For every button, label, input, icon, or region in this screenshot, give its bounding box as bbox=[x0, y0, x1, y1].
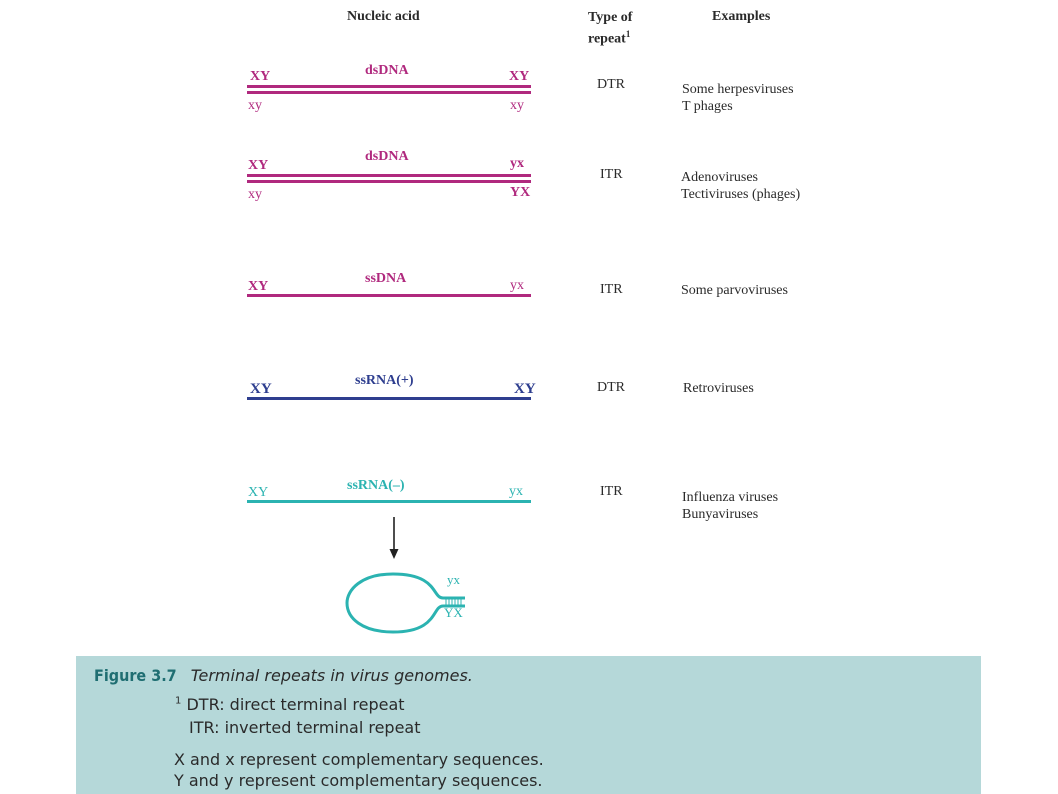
row1-example-2: T phages bbox=[682, 99, 733, 114]
row3-example-1: Some parvoviruses bbox=[681, 283, 788, 298]
row2-name: dsDNA bbox=[365, 149, 409, 164]
row2-strand-top bbox=[247, 174, 531, 177]
panhandle-base-pairs bbox=[445, 598, 462, 606]
panhandle-diagram bbox=[345, 517, 465, 634]
row3-examples: Some parvoviruses bbox=[681, 282, 788, 299]
row4-type: DTR bbox=[597, 380, 625, 395]
panhandle-label-top: yx bbox=[447, 572, 460, 587]
caption-note-itr: ITR: inverted terminal repeat bbox=[189, 718, 421, 737]
panhandle-loop bbox=[345, 572, 465, 634]
row4-top-left-label: XY bbox=[250, 381, 272, 397]
row1-top-right-label: XY bbox=[509, 69, 530, 84]
row2-strand-bottom bbox=[247, 180, 531, 183]
row5-name: ssRNA(–) bbox=[347, 478, 405, 493]
row3-type: ITR bbox=[600, 282, 623, 297]
header-type-line1: Type of bbox=[588, 10, 633, 25]
figure-number: Figure 3.7 bbox=[94, 666, 177, 685]
row2-bottom-right-label: YX bbox=[510, 185, 531, 200]
row1-name: dsDNA bbox=[365, 63, 409, 78]
row2-type: ITR bbox=[600, 167, 623, 182]
row1-examples: Some herpesviruses T phages bbox=[682, 81, 794, 115]
header-type-line2: repeat1 bbox=[588, 29, 631, 47]
caption-footnote-mark: 1 bbox=[175, 695, 182, 707]
row1-example-1: Some herpesviruses bbox=[682, 82, 794, 97]
row1-bottom-left-label: xy bbox=[248, 98, 262, 113]
row1-strand-top bbox=[247, 85, 531, 88]
row5-type: ITR bbox=[600, 484, 623, 499]
row5-example-2: Bunyaviruses bbox=[682, 507, 759, 522]
row3-top-left-label: XY bbox=[248, 279, 269, 294]
caption-note-dtr: 1 DTR: direct terminal repeat bbox=[175, 695, 405, 714]
down-arrow-icon bbox=[389, 517, 399, 559]
row4-examples: Retroviruses bbox=[683, 380, 754, 397]
row1-bottom-right-label: xy bbox=[510, 98, 524, 113]
row5-top-left-label: XY bbox=[248, 485, 269, 500]
row2-top-left-label: XY bbox=[248, 158, 269, 173]
header-type-of-repeat: Type of repeat1 bbox=[588, 10, 632, 48]
row2-bottom-left-label: xy bbox=[248, 187, 262, 202]
row5-strand bbox=[247, 500, 531, 503]
row1-strand-bottom bbox=[247, 91, 531, 94]
figure-title: Terminal repeats in virus genomes. bbox=[190, 666, 473, 685]
row4-strand bbox=[247, 397, 531, 400]
caption-note-y: Y and y represent complementary sequence… bbox=[174, 771, 543, 790]
header-nucleic-acid: Nucleic acid bbox=[347, 9, 420, 24]
row1-type: DTR bbox=[597, 77, 625, 92]
row3-top-right-label: yx bbox=[510, 278, 524, 293]
caption-title-line: Figure 3.7 Terminal repeats in virus geno… bbox=[94, 666, 473, 685]
row2-top-right-label: yx bbox=[510, 156, 524, 171]
row2-examples: Adenoviruses Tectiviruses (phages) bbox=[681, 169, 800, 203]
header-examples: Examples bbox=[712, 9, 771, 24]
row4-example-1: Retroviruses bbox=[683, 381, 754, 396]
row2-example-1: Adenoviruses bbox=[681, 170, 758, 185]
row5-example-1: Influenza viruses bbox=[682, 490, 779, 505]
panhandle-label-bottom: YX bbox=[444, 605, 463, 620]
row4-top-right-label: XY bbox=[514, 381, 536, 397]
row4-name: ssRNA(+) bbox=[355, 373, 414, 388]
header-footnote-mark: 1 bbox=[625, 29, 631, 39]
row3-strand bbox=[247, 294, 531, 297]
row1-top-left-label: XY bbox=[250, 69, 271, 84]
row5-examples: Influenza viruses Bunyaviruses bbox=[682, 489, 778, 523]
row5-top-right-label: yx bbox=[509, 484, 523, 499]
caption-note-x: X and x represent complementary sequence… bbox=[174, 750, 544, 769]
row3-name: ssDNA bbox=[365, 271, 407, 286]
caption-note-dtr-text: DTR: direct terminal repeat bbox=[186, 695, 405, 714]
row2-example-2: Tectiviruses (phages) bbox=[681, 187, 801, 202]
figure-caption: Figure 3.7 Terminal repeats in virus geno… bbox=[76, 656, 981, 794]
